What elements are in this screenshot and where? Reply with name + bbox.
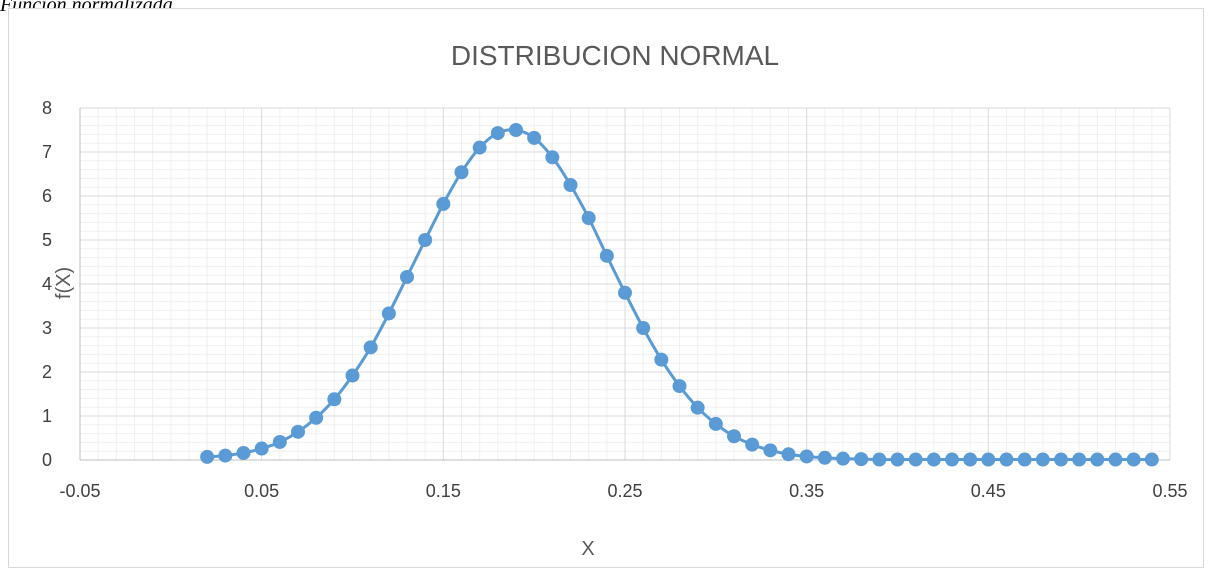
data-point: [272, 434, 287, 449]
y-axis-title: f(X): [53, 267, 75, 299]
y-tick-label: 8: [42, 98, 52, 118]
data-point: [799, 449, 814, 464]
y-tick-label: 6: [42, 186, 52, 206]
data-point: [599, 248, 614, 263]
data-point: [363, 340, 378, 355]
data-point: [763, 443, 778, 458]
y-tick-label: 2: [42, 362, 52, 382]
data-point: [527, 130, 542, 145]
x-tick-label: 0.35: [789, 481, 824, 501]
data-point: [945, 452, 959, 467]
data-point: [381, 306, 396, 321]
data-point: [200, 449, 215, 464]
y-tick-label: 7: [42, 142, 52, 162]
data-point: [454, 165, 469, 180]
data-point: [472, 140, 487, 155]
data-point: [1072, 452, 1087, 467]
data-point: [400, 269, 414, 284]
data-point: [872, 452, 887, 467]
x-tick-label: -0.05: [59, 481, 100, 501]
data-point: [745, 437, 760, 452]
data-point: [254, 441, 269, 456]
data-point: [545, 150, 560, 165]
x-tick-label: 0.55: [1152, 481, 1187, 501]
data-point: [1108, 452, 1123, 467]
data-point: [1054, 452, 1068, 467]
data-point: [418, 233, 433, 247]
data-point: [981, 452, 996, 467]
data-point: [1126, 452, 1141, 467]
data-point: [345, 368, 360, 383]
data-point: [727, 429, 741, 444]
data-point: [926, 452, 941, 467]
y-tick-label: 5: [42, 230, 52, 250]
data-point: [436, 196, 451, 211]
data-point: [908, 452, 923, 467]
data-point: [690, 400, 705, 415]
data-point: [563, 178, 578, 192]
data-point: [327, 392, 342, 407]
data-point: [654, 352, 669, 367]
data-point: [963, 452, 978, 467]
y-tick-label: 4: [42, 274, 52, 294]
data-point: [781, 447, 796, 462]
x-tick-label: 0.25: [607, 481, 642, 501]
data-point: [509, 123, 523, 137]
x-tick-label: 0.05: [244, 481, 279, 501]
data-point: [490, 126, 505, 141]
data-point: [636, 321, 651, 335]
data-point: [1144, 452, 1159, 467]
x-tick-label: 0.15: [426, 481, 461, 501]
data-point: [236, 445, 251, 460]
y-tick-label: 1: [42, 406, 52, 426]
data-point: [817, 450, 832, 465]
data-point: [672, 379, 687, 394]
series-group: [200, 123, 1159, 467]
y-tick-label: 0: [42, 450, 52, 470]
data-point: [1090, 452, 1105, 467]
data-point: [618, 285, 632, 300]
data-point: [581, 211, 596, 225]
y-tick-label: 3: [42, 318, 52, 338]
x-axis-title: X: [581, 538, 594, 560]
data-point: [999, 452, 1014, 467]
data-point: [836, 451, 850, 466]
data-point: [309, 410, 324, 425]
data-point: [1017, 452, 1032, 467]
data-point: [890, 452, 905, 467]
data-point: [291, 424, 305, 439]
chart-title: DISTRIBUCION NORMAL: [451, 40, 779, 71]
data-point: [1035, 452, 1050, 467]
data-point: [218, 448, 233, 463]
data-point: [854, 452, 869, 467]
x-tick-labels: -0.05 0.05 0.15 0.25 0.35 0.45 0.55: [59, 481, 1187, 501]
y-tick-labels: 0 1 2 3 4 5 6 7 8: [42, 98, 52, 470]
x-tick-label: 0.45: [971, 481, 1006, 501]
data-point: [708, 416, 723, 431]
